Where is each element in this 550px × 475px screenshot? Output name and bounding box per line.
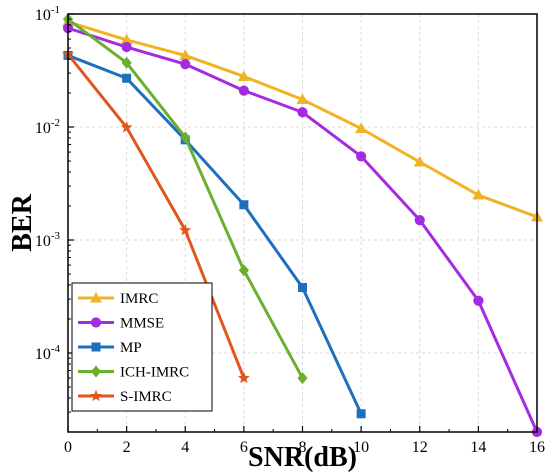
triangle-marker <box>237 70 250 81</box>
legend-item-mp: MP <box>78 340 142 356</box>
legend: IMRC MMSE MP ICH-IMRC S-IMRC <box>71 282 213 412</box>
y-tick-label: 10-1 <box>35 4 60 24</box>
diamond-marker <box>297 372 308 385</box>
circle-marker <box>180 59 191 70</box>
y-tick-label: 10-3 <box>35 230 61 250</box>
legend-label: ICH-IMRC <box>120 365 189 381</box>
circle-marker <box>414 215 425 226</box>
x-axis-title: SNR(dB) <box>248 442 357 473</box>
y-tick-label: 10-2 <box>35 117 60 137</box>
triangle-marker <box>413 156 426 167</box>
circle-marker <box>473 295 484 306</box>
legend-label: MMSE <box>120 316 164 332</box>
diamond-marker <box>121 56 132 69</box>
x-tick-label: 0 <box>64 439 72 456</box>
axis-ticks: 0 2 4 6 8 10 12 14 16 10-1 10-2 10-3 10-4 <box>35 4 545 456</box>
legend-label: MP <box>120 340 142 356</box>
circle-marker <box>356 151 367 162</box>
triangle-marker <box>90 292 102 303</box>
legend-item-ich-imrc: ICH-IMRC <box>78 365 189 381</box>
circle-marker <box>238 85 249 96</box>
legend-item-mmse: MMSE <box>78 316 164 332</box>
square-marker <box>122 73 132 83</box>
legend-label: S-IMRC <box>120 389 172 405</box>
triangle-marker <box>472 189 485 200</box>
square-marker <box>356 409 366 419</box>
triangle-marker <box>179 49 192 60</box>
square-marker <box>298 282 307 292</box>
legend-label: IMRC <box>120 291 158 307</box>
circle-marker <box>121 41 132 53</box>
x-tick-label: 8 <box>299 439 307 456</box>
star-marker <box>179 223 192 236</box>
triangle-marker <box>296 93 309 105</box>
x-tick-label: 6 <box>240 439 248 456</box>
x-tick-label: 10 <box>353 439 369 456</box>
x-tick-label: 16 <box>529 439 545 456</box>
diamond-marker <box>90 365 102 378</box>
circle-marker <box>90 317 102 328</box>
legend-item-s-imrc: S-IMRC <box>78 389 172 405</box>
square-marker <box>91 342 101 352</box>
series-mmse <box>62 23 543 438</box>
y-axis-title: BER <box>7 193 38 251</box>
square-marker <box>239 200 249 210</box>
x-tick-label: 2 <box>123 439 131 456</box>
diamond-marker <box>180 131 191 144</box>
series-layer <box>62 13 543 438</box>
x-tick-label: 14 <box>470 439 486 456</box>
series-ich-imrc <box>62 13 308 385</box>
star-marker <box>120 121 133 133</box>
star-marker <box>237 371 250 384</box>
legend-item-imrc: IMRC <box>78 291 158 307</box>
x-tick-label: 12 <box>412 439 428 456</box>
y-tick-label: 10-4 <box>35 343 61 363</box>
star-marker <box>90 389 102 402</box>
x-tick-label: 4 <box>181 439 189 456</box>
circle-marker <box>297 107 308 118</box>
triangle-marker <box>355 122 368 133</box>
series-line-mp <box>67 54 363 415</box>
triangle-marker <box>120 33 133 45</box>
diamond-marker <box>238 264 249 277</box>
series-line-s-imrc <box>66 53 246 379</box>
series-imrc <box>62 15 543 222</box>
